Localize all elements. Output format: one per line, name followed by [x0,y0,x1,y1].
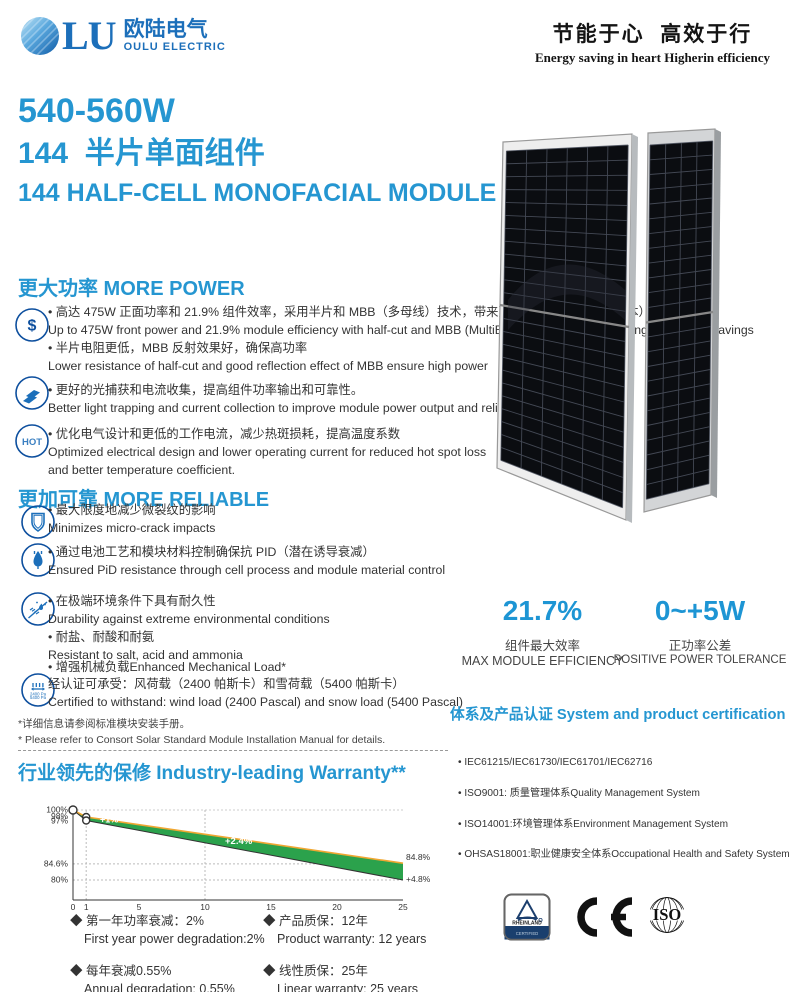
svg-text:25: 25 [398,902,408,912]
svg-text:0: 0 [71,902,76,912]
svg-text:15: 15 [266,902,276,912]
svg-text:+4.8%: +4.8% [406,874,431,884]
svg-text:5: 5 [137,902,142,912]
svg-text:80%: 80% [51,875,68,885]
svg-text:ISO: ISO [653,905,682,924]
svg-text:84.6%: 84.6% [44,859,69,869]
svg-text:CERTIFIED: CERTIFIED [516,931,539,936]
svg-text:84.8%: 84.8% [406,852,431,862]
svg-text:1: 1 [84,902,89,912]
svg-text:97%: 97% [51,816,68,826]
svg-text:10: 10 [200,902,210,912]
svg-text:RHEINLAND: RHEINLAND [512,921,542,927]
svg-text:+1%: +1% [100,815,118,825]
svg-text:20: 20 [332,902,342,912]
svg-text:+2.4%: +2.4% [225,836,253,847]
